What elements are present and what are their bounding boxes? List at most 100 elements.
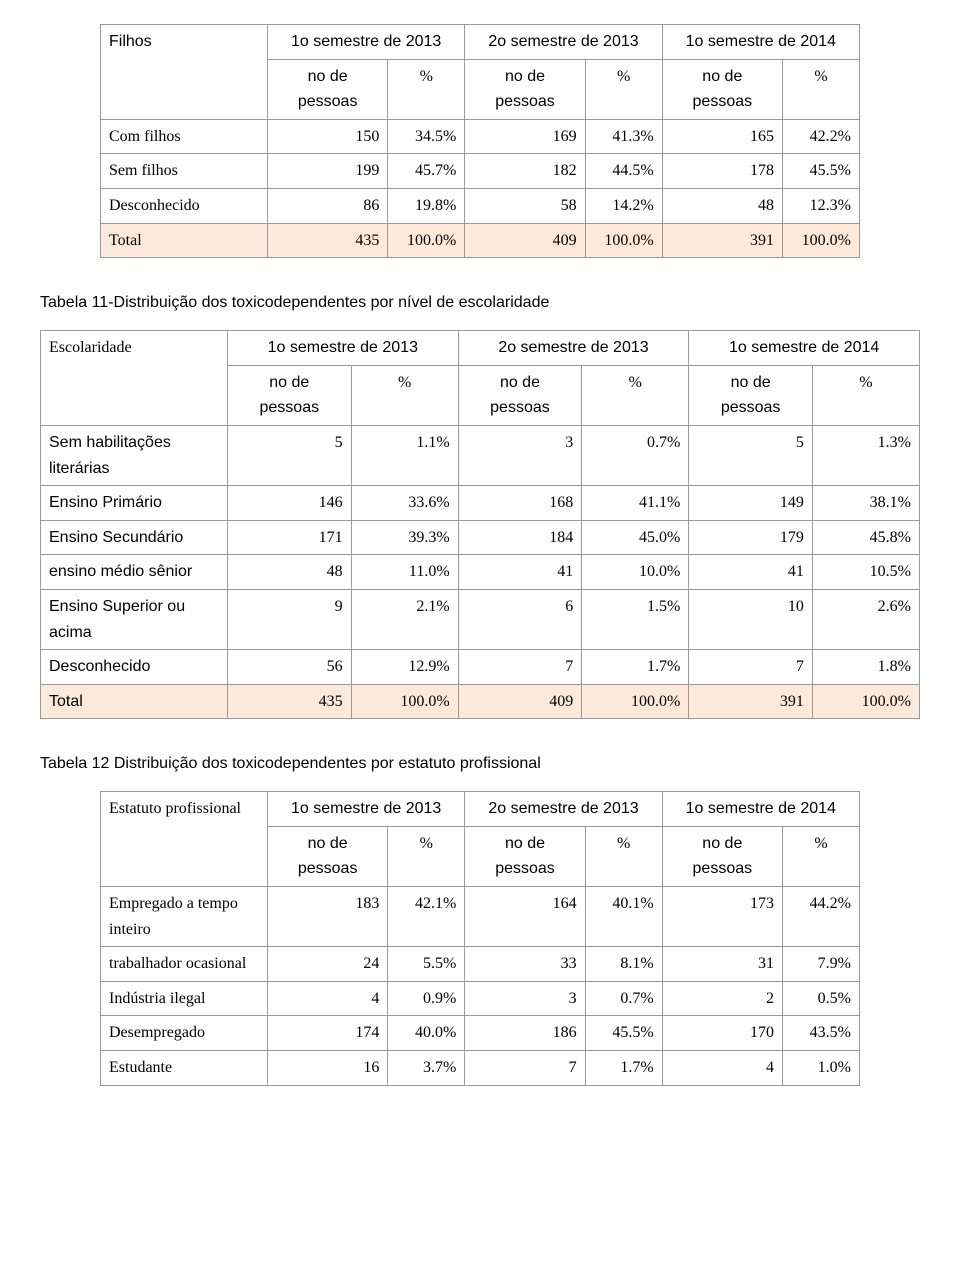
table-row: Com filhos 150 34.5% 169 41.3% 165 42.2%: [101, 119, 860, 154]
period-header: 2o semestre de 2013: [465, 25, 662, 60]
cell-pct: 41.1%: [582, 486, 689, 521]
table-row: Sem filhos 199 45.7% 182 44.5% 178 45.5%: [101, 154, 860, 189]
subhead-pct: %: [585, 59, 662, 119]
table-row: Sem habilitações literárias 5 1.1% 3 0.7…: [41, 425, 920, 485]
table-row: ensino médio sênior 48 11.0% 41 10.0% 41…: [41, 555, 920, 590]
cell-n: 58: [465, 188, 585, 223]
cell-n: 170: [662, 1016, 782, 1051]
table-row: Total 435 100.0% 409 100.0% 391 100.0%: [101, 223, 860, 258]
cell-n: 9: [228, 589, 352, 649]
cell-n: 173: [662, 887, 782, 947]
cell-pct: 100.0%: [812, 684, 919, 719]
period-header: 2o semestre de 2013: [465, 792, 662, 827]
cell-n: 168: [458, 486, 582, 521]
cell-n: 391: [662, 223, 782, 258]
cell-pct: 10.0%: [582, 555, 689, 590]
subhead-pct: %: [783, 826, 860, 886]
cell-n: 86: [268, 188, 388, 223]
cell-pct: 44.2%: [783, 887, 860, 947]
cell-pct: 40.1%: [585, 887, 662, 947]
cell-pct: 45.5%: [585, 1016, 662, 1051]
cell-n: 409: [465, 223, 585, 258]
cell-n: 2: [662, 981, 782, 1016]
table-caption-estatuto: Tabela 12 Distribuição dos toxicodepende…: [40, 755, 920, 773]
table-row: Desconhecido 56 12.9% 7 1.7% 7 1.8%: [41, 650, 920, 685]
cell-n: 435: [268, 223, 388, 258]
cell-pct: 3.7%: [388, 1051, 465, 1086]
cell-pct: 33.6%: [351, 486, 458, 521]
row-label: Ensino Secundário: [41, 520, 228, 555]
cell-n: 169: [465, 119, 585, 154]
cell-pct: 2.6%: [812, 589, 919, 649]
cell-n: 186: [465, 1016, 585, 1051]
table-row: trabalhador ocasional 24 5.5% 33 8.1% 31…: [101, 947, 860, 982]
cell-n: 41: [458, 555, 582, 590]
cell-pct: 12.3%: [783, 188, 860, 223]
period-header: 1o semestre de 2013: [228, 331, 459, 366]
table-row: Ensino Superior ou acima 9 2.1% 6 1.5% 1…: [41, 589, 920, 649]
cell-n: 182: [465, 154, 585, 189]
period-header: 1o semestre de 2013: [268, 792, 465, 827]
cell-pct: 42.1%: [388, 887, 465, 947]
cell-pct: 0.7%: [585, 981, 662, 1016]
cell-n: 164: [465, 887, 585, 947]
subhead-pct: %: [783, 59, 860, 119]
cell-n: 5: [689, 425, 813, 485]
cell-pct: 8.1%: [585, 947, 662, 982]
cell-pct: 34.5%: [388, 119, 465, 154]
period-header: 1o semestre de 2014: [689, 331, 920, 366]
cell-n: 41: [689, 555, 813, 590]
cell-n: 4: [268, 981, 388, 1016]
table-row: Estudante 16 3.7% 7 1.7% 4 1.0%: [101, 1051, 860, 1086]
cell-pct: 5.5%: [388, 947, 465, 982]
cell-pct: 0.9%: [388, 981, 465, 1016]
period-header: 1o semestre de 2014: [662, 792, 859, 827]
subhead-n: no depessoas: [268, 826, 388, 886]
row-label: Desconhecido: [101, 188, 268, 223]
cell-n: 146: [228, 486, 352, 521]
cell-pct: 100.0%: [783, 223, 860, 258]
cell-n: 409: [458, 684, 582, 719]
cell-n: 7: [689, 650, 813, 685]
table-row: Desempregado 174 40.0% 186 45.5% 170 43.…: [101, 1016, 860, 1051]
cell-n: 48: [662, 188, 782, 223]
row-label: Desempregado: [101, 1016, 268, 1051]
cell-pct: 40.0%: [388, 1016, 465, 1051]
cell-pct: 1.0%: [783, 1051, 860, 1086]
cell-n: 3: [458, 425, 582, 485]
table-corner-header: Estatuto profissional: [101, 792, 268, 887]
cell-n: 149: [689, 486, 813, 521]
table-row: Total 435 100.0% 409 100.0% 391 100.0%: [41, 684, 920, 719]
cell-pct: 11.0%: [351, 555, 458, 590]
row-label: Sem filhos: [101, 154, 268, 189]
subhead-n: no depessoas: [228, 365, 352, 425]
table-corner-header: Escolaridade: [41, 331, 228, 426]
subhead-pct: %: [585, 826, 662, 886]
cell-n: 10: [689, 589, 813, 649]
row-label: ensino médio sênior: [41, 555, 228, 590]
table-row: Ensino Secundário 171 39.3% 184 45.0% 17…: [41, 520, 920, 555]
cell-n: 199: [268, 154, 388, 189]
subhead-pct: %: [812, 365, 919, 425]
cell-n: 3: [465, 981, 585, 1016]
subhead-n: no depessoas: [689, 365, 813, 425]
table-row: Indústria ilegal 4 0.9% 3 0.7% 2 0.5%: [101, 981, 860, 1016]
cell-n: 4: [662, 1051, 782, 1086]
cell-n: 31: [662, 947, 782, 982]
row-label: Sem habilitações literárias: [41, 425, 228, 485]
subhead-pct: %: [351, 365, 458, 425]
cell-pct: 100.0%: [582, 684, 689, 719]
cell-pct: 38.1%: [812, 486, 919, 521]
cell-pct: 1.8%: [812, 650, 919, 685]
row-label: Indústria ilegal: [101, 981, 268, 1016]
cell-pct: 7.9%: [783, 947, 860, 982]
row-label: Total: [101, 223, 268, 258]
subhead-pct: %: [388, 59, 465, 119]
cell-pct: 10.5%: [812, 555, 919, 590]
cell-n: 178: [662, 154, 782, 189]
subhead-n: no depessoas: [458, 365, 582, 425]
cell-n: 48: [228, 555, 352, 590]
subhead-pct: %: [388, 826, 465, 886]
cell-n: 183: [268, 887, 388, 947]
cell-pct: 2.1%: [351, 589, 458, 649]
